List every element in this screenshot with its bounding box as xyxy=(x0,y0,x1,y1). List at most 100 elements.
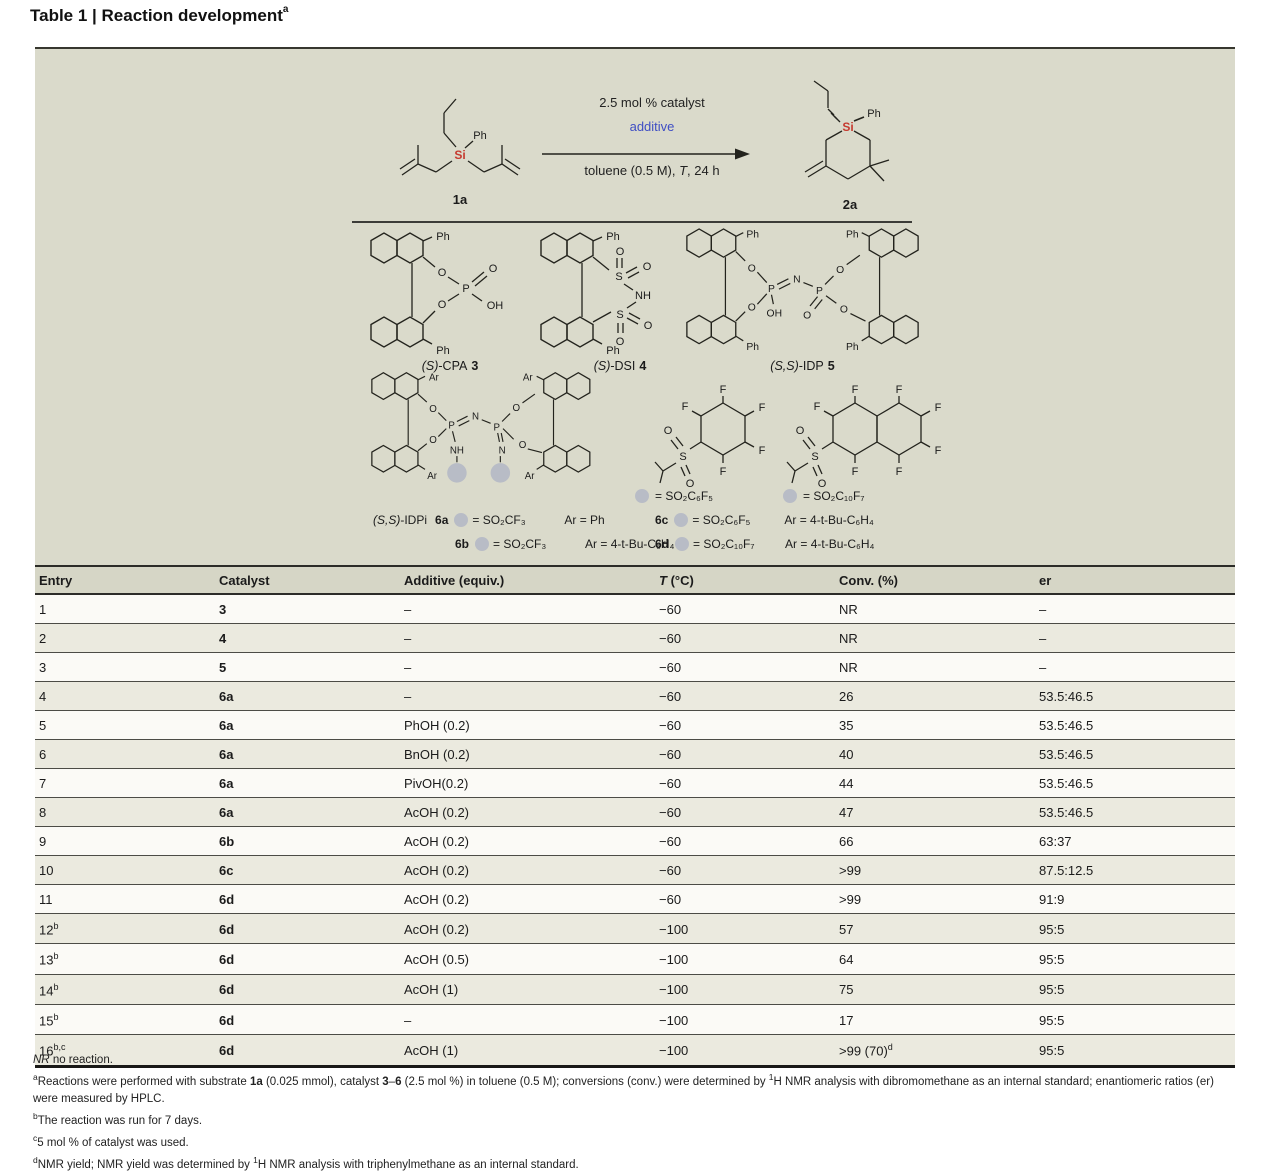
r-group-circle xyxy=(675,537,690,551)
table-row: 7 6a PivOH(0.2) −60 44 53.5:46.5 xyxy=(35,768,1235,798)
cell-additive: PhOH (0.2) xyxy=(400,710,655,740)
atom-label: S xyxy=(616,309,623,321)
cell-conv: 40 xyxy=(835,739,1035,769)
cell-entry: 7 xyxy=(35,768,215,798)
cell-temp: −60 xyxy=(655,855,835,885)
atom-label: NH xyxy=(450,445,464,456)
cell-entry: 13b xyxy=(35,943,215,975)
cell-temp: −60 xyxy=(655,884,835,914)
cell-conv: NR xyxy=(835,594,1035,624)
column-header: er xyxy=(1035,565,1235,595)
atom-label: F xyxy=(720,384,727,396)
fragment-c10f7-label: = SO₂C₁₀F₇ xyxy=(783,489,865,503)
column-header: Catalyst xyxy=(215,565,400,595)
cell-catalyst: 6c xyxy=(215,855,400,885)
table-row: 11 6d AcOH (0.2) −60 >99 91:9 xyxy=(35,884,1235,914)
footnotes: NR no reaction. aReactions were performed… xyxy=(33,1052,1238,1175)
atom-label: P xyxy=(494,422,501,433)
cell-catalyst: 6d xyxy=(215,943,400,975)
cell-additive: – xyxy=(400,652,655,682)
cell-additive: AcOH (1) xyxy=(400,1034,655,1068)
r-group-circle xyxy=(674,513,689,527)
footnote-line: dNMR yield; NMR yield was determined by … xyxy=(33,1154,579,1171)
structure-catalyst-5-idp: Ph Ph O O P OH N P O O O Ph Ph xyxy=(686,228,919,353)
atom-label: O xyxy=(643,261,652,273)
structure-fragment-c6f5: F F F F F S O O xyxy=(654,384,766,490)
r-group-circle xyxy=(635,489,649,503)
cell-er: 53.5:46.5 xyxy=(1035,681,1235,711)
atom-label: O xyxy=(438,299,447,311)
bond-lines xyxy=(686,228,919,345)
header-row: Entry Catalyst Additive (equiv.) T (°C) Conv… xyxy=(35,565,1235,595)
cell-additive: AcOH (0.2) xyxy=(400,913,655,945)
cell-entry: 16b,c xyxy=(35,1034,215,1068)
column-header: Entry xyxy=(35,565,215,595)
atom-label: NH xyxy=(635,290,651,302)
bond-lines xyxy=(786,396,931,484)
table-row: 14b 6d AcOH (1) −100 75 95:5 xyxy=(35,974,1235,1005)
cell-er: 53.5:46.5 xyxy=(1035,797,1235,827)
table-row: 5 6a PhOH (0.2) −60 35 53.5:46.5 xyxy=(35,710,1235,740)
r-group-circle xyxy=(454,513,469,527)
atom-label: Ph xyxy=(606,345,619,357)
footnote-line: aReactions were performed with substrate… xyxy=(33,1071,1214,1106)
table-row: 16b,c 6d AcOH (1) −100 >99 (70)d 95:5 xyxy=(35,1034,1235,1068)
cell-temp: −100 xyxy=(655,1034,835,1068)
atom-label: Ph xyxy=(473,130,486,142)
atom-label: P xyxy=(448,421,455,432)
atom-label: P xyxy=(462,283,469,295)
condition-catalyst: 2.5 mol % catalyst xyxy=(599,95,705,110)
atom-label: Ph xyxy=(746,342,759,353)
atom-label: Ar xyxy=(429,373,439,384)
cell-temp: −60 xyxy=(655,681,835,711)
atom-label: O xyxy=(818,478,827,490)
cell-entry: 2 xyxy=(35,623,215,653)
atom-label: Ar xyxy=(525,471,535,482)
cell-catalyst: 6a xyxy=(215,710,400,740)
atom-label: F xyxy=(935,402,942,414)
cell-conv: >99 xyxy=(835,855,1035,885)
structure-catalyst-3-cpa: Ph O P O OH O Ph xyxy=(370,231,503,357)
atom-label: Si xyxy=(842,120,853,134)
cell-entry: 4 xyxy=(35,681,215,711)
cell-conv: >99 (70)d xyxy=(835,1034,1035,1068)
atom-label: F xyxy=(935,445,942,457)
cell-temp: −100 xyxy=(655,943,835,975)
table-row: 2 4– −60 NR – xyxy=(35,623,1235,653)
atom-label: Ar xyxy=(427,471,437,482)
table-row: 8 6a AcOH (0.2) −60 47 53.5:46.5 xyxy=(35,797,1235,827)
atom-label: N xyxy=(499,445,506,456)
atom-label: F xyxy=(852,384,859,396)
idpi-variant-6b: 6b = SO₂CF₃ Ar = 4-t-Bu-C₆H₄ xyxy=(455,537,675,551)
atom-label: S xyxy=(811,451,818,463)
cell-conv: 17 xyxy=(835,1004,1035,1036)
idpi-variant-6a: (S,S)-IDPi 6a = SO₂CF₃ Ar = Ph xyxy=(373,513,605,527)
cell-entry: 3 xyxy=(35,652,215,682)
cell-er: 95:5 xyxy=(1035,1034,1235,1068)
atom-label: F xyxy=(896,466,903,478)
table-row: 9 6b AcOH (0.2) −60 66 63:37 xyxy=(35,826,1235,856)
cell-er: 63:37 xyxy=(1035,826,1235,856)
atom-label: F xyxy=(682,401,689,413)
atom-label: S xyxy=(615,271,622,283)
atom-label: O xyxy=(519,440,527,451)
atom-label: S xyxy=(679,451,686,463)
cell-additive: AcOH (0.2) xyxy=(400,826,655,856)
cell-conv: 35 xyxy=(835,710,1035,740)
cell-temp: −100 xyxy=(655,913,835,945)
condition-solvent: toluene (0.5 M), T, 24 h xyxy=(584,163,720,178)
cell-temp: −60 xyxy=(655,739,835,769)
cell-conv: 75 xyxy=(835,974,1035,1005)
cell-er: 95:5 xyxy=(1035,943,1235,975)
cell-additive: AcOH (0.2) xyxy=(400,797,655,827)
fragment-c6f5-label: = SO₂C₆F₅ xyxy=(635,489,713,503)
cell-additive: BnOH (0.2) xyxy=(400,739,655,769)
cell-conv: 26 xyxy=(835,681,1035,711)
table-row: 15b 6d – −100 17 95:5 xyxy=(35,1004,1235,1036)
scheme-panel: Si Ph 1a 2.5 mol % catalyst additive tol… xyxy=(35,47,1235,567)
atom-label: Ph xyxy=(746,229,759,240)
cell-additive: – xyxy=(400,594,655,624)
atom-label: F xyxy=(896,384,903,396)
column-header: Conv. (%) xyxy=(835,565,1035,595)
